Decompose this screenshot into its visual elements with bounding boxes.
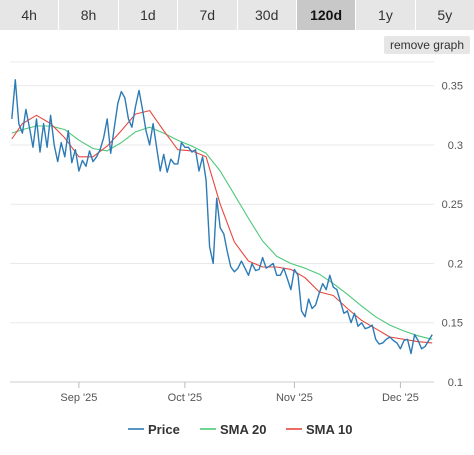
- y-axis: 0.35 0.3 0.25 0.2 0.15 0.1: [442, 81, 463, 389]
- y-tick-label: 0.2: [448, 258, 463, 270]
- y-tick-label: 0.1: [448, 377, 463, 389]
- x-tick-label: Nov '25: [276, 392, 313, 404]
- y-tick-label: 0.3: [448, 140, 463, 152]
- x-tick-label: Oct '25: [168, 392, 203, 404]
- x-tick-label: Dec '25: [382, 392, 419, 404]
- tab-120d[interactable]: 120d: [296, 0, 357, 30]
- tab-4h[interactable]: 4h: [0, 0, 60, 30]
- chart-grid: [10, 61, 434, 383]
- tab-1y[interactable]: 1y: [356, 0, 416, 30]
- remove-graph-button[interactable]: remove graph: [383, 36, 470, 54]
- series-lines: [11, 79, 433, 355]
- tab-1d[interactable]: 1d: [118, 0, 179, 30]
- legend-label[interactable]: SMA 20: [220, 422, 266, 437]
- tab-5y[interactable]: 5y: [415, 0, 474, 30]
- tab-30d[interactable]: 30d: [237, 0, 297, 30]
- timeframe-tabs: 4h 8h 1d 7d 30d 120d 1y 5y: [0, 0, 474, 30]
- legend-label[interactable]: SMA 10: [306, 422, 352, 437]
- x-axis: Sep '25 Oct '25 Nov '25 Dec '25: [10, 381, 434, 404]
- x-tick-label: Sep '25: [60, 392, 97, 404]
- series-line-price: [11, 79, 433, 355]
- y-tick-label: 0.35: [442, 81, 463, 93]
- series-line-sma-10: [11, 110, 433, 344]
- y-tick-label: 0.15: [442, 318, 463, 330]
- series-line-sma-20: [11, 125, 433, 340]
- legend-label[interactable]: Price: [148, 422, 180, 437]
- tab-8h[interactable]: 8h: [59, 0, 119, 30]
- chart-legend: Price SMA 20 SMA 10: [128, 422, 352, 437]
- tab-7d[interactable]: 7d: [178, 0, 238, 30]
- y-tick-label: 0.25: [442, 199, 463, 211]
